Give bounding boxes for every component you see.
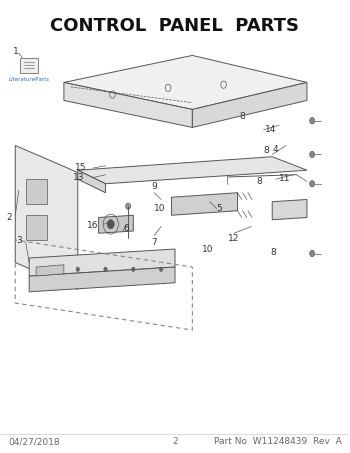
Text: 8: 8 bbox=[257, 177, 262, 186]
Polygon shape bbox=[172, 193, 238, 215]
Text: 14: 14 bbox=[265, 125, 276, 134]
Polygon shape bbox=[272, 199, 307, 220]
Text: 8: 8 bbox=[271, 248, 276, 257]
Polygon shape bbox=[21, 58, 38, 73]
Text: 16: 16 bbox=[87, 221, 99, 230]
Text: 9: 9 bbox=[151, 183, 157, 191]
Circle shape bbox=[310, 251, 315, 257]
Circle shape bbox=[126, 203, 131, 209]
Circle shape bbox=[76, 267, 79, 271]
Text: 12: 12 bbox=[228, 234, 240, 243]
Polygon shape bbox=[29, 249, 175, 276]
Polygon shape bbox=[26, 179, 47, 204]
Text: 8: 8 bbox=[264, 146, 269, 155]
Circle shape bbox=[159, 267, 163, 271]
Circle shape bbox=[310, 181, 315, 187]
Text: 1: 1 bbox=[13, 47, 19, 56]
Polygon shape bbox=[36, 265, 64, 276]
Polygon shape bbox=[26, 215, 47, 240]
Text: 5: 5 bbox=[217, 204, 222, 213]
Text: CONTROL  PANEL  PARTS: CONTROL PANEL PARTS bbox=[50, 17, 300, 35]
Polygon shape bbox=[99, 215, 133, 233]
Polygon shape bbox=[78, 157, 307, 184]
Text: Part No  W11248439  Rev  A: Part No W11248439 Rev A bbox=[214, 437, 342, 446]
Circle shape bbox=[107, 220, 114, 229]
Text: 2: 2 bbox=[172, 437, 178, 446]
Text: 10: 10 bbox=[202, 245, 214, 254]
Circle shape bbox=[104, 267, 107, 271]
Text: 04/27/2018: 04/27/2018 bbox=[8, 437, 60, 446]
Polygon shape bbox=[29, 267, 175, 292]
Text: 15: 15 bbox=[75, 164, 86, 173]
Text: 13: 13 bbox=[73, 173, 85, 183]
Polygon shape bbox=[64, 82, 192, 127]
Polygon shape bbox=[78, 170, 106, 193]
Text: 7: 7 bbox=[151, 238, 157, 247]
Text: 4: 4 bbox=[272, 145, 278, 154]
Text: 3: 3 bbox=[16, 236, 22, 245]
Circle shape bbox=[310, 151, 315, 158]
Circle shape bbox=[132, 267, 135, 271]
Text: 10: 10 bbox=[154, 204, 165, 213]
Polygon shape bbox=[193, 82, 307, 127]
Circle shape bbox=[310, 117, 315, 124]
Text: LiteratureParts: LiteratureParts bbox=[9, 77, 50, 82]
Polygon shape bbox=[15, 145, 78, 289]
Text: 6: 6 bbox=[124, 224, 129, 233]
Text: 11: 11 bbox=[279, 174, 290, 183]
Polygon shape bbox=[64, 55, 307, 110]
Text: 8: 8 bbox=[240, 112, 246, 120]
Text: 2: 2 bbox=[6, 213, 12, 222]
